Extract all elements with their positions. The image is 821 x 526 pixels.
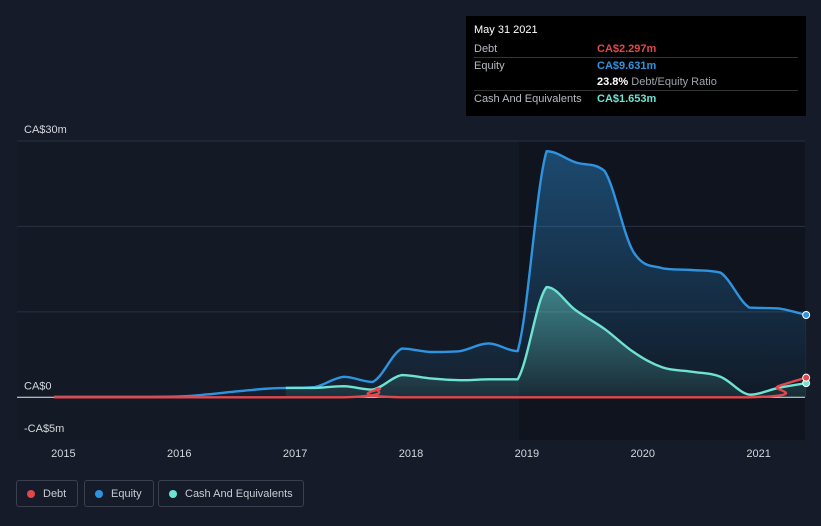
series-lines: [54, 150, 807, 399]
series-areas: [54, 151, 807, 398]
tooltip-debt-value: CA$2.297m: [597, 43, 657, 55]
tooltip-ratio-label: Debt/Equity Ratio: [631, 76, 717, 88]
y-tick-label: -CA$5m: [24, 423, 64, 435]
debt-line: [54, 376, 807, 399]
tooltip-cash-label: Cash And Equivalents: [474, 93, 582, 105]
tooltip-date: May 31 2021: [474, 24, 538, 36]
tooltip-row-equity: Equity CA$9.631m: [474, 57, 798, 74]
equity-area: [54, 151, 807, 398]
x-tick-label: 2017: [283, 448, 307, 460]
x-axis-labels: 2015 2016 2017 2018 2019 2020 2021: [51, 448, 771, 460]
tooltip-panel: May 31 2021 Debt CA$2.297m Equity CA$9.6…: [466, 16, 806, 116]
tooltip-row-ratio: 23.8% Debt/Equity Ratio: [474, 74, 798, 90]
tooltip-cash-value: CA$1.653m: [597, 93, 657, 105]
tooltip-debt-label: Debt: [474, 43, 498, 55]
tooltip-ratio: 23.8% Debt/Equity Ratio: [597, 74, 717, 90]
tooltip-equity-value: CA$9.631m: [597, 60, 657, 72]
legend-debt-label: Debt: [43, 487, 67, 500]
legend-cash-label: Cash And Equivalents: [185, 487, 293, 500]
legend-debt-dot: [27, 489, 35, 498]
legend-item-debt[interactable]: Debt: [16, 480, 78, 507]
legend-cash-dot: [169, 489, 177, 498]
tooltip-ratio-value: 23.8%: [597, 76, 629, 88]
y-axis-labels: CA$30m CA$0 -CA$5m: [24, 124, 67, 435]
y-tick-label: CA$0: [24, 380, 52, 392]
tooltip-row-cash: Cash And Equivalents CA$1.653m: [474, 90, 798, 107]
tooltip-equity-label: Equity: [474, 60, 505, 72]
cash-and-equivalents-line: [285, 285, 807, 396]
series-endpoints: [802, 311, 811, 388]
cash-and-equivalents-area: [285, 287, 807, 398]
legend-item-cash[interactable]: Cash And Equivalents: [158, 480, 304, 507]
y-tick-label: CA$30m: [24, 124, 67, 136]
legend-equity-label: Equity: [111, 487, 142, 500]
x-tick-label: 2021: [746, 448, 770, 460]
debt-endpoint: [802, 373, 811, 382]
legend-equity-dot: [95, 489, 103, 498]
legend-item-equity[interactable]: Equity: [84, 480, 154, 507]
equity-line: [54, 150, 807, 399]
equity-endpoint: [802, 311, 811, 320]
x-tick-label: 2018: [399, 448, 423, 460]
x-tick-label: 2016: [167, 448, 191, 460]
tooltip-row-debt: Debt CA$2.297m: [474, 41, 798, 57]
x-tick-label: 2015: [51, 448, 75, 460]
x-tick-label: 2020: [631, 448, 655, 460]
x-tick-label: 2019: [515, 448, 539, 460]
